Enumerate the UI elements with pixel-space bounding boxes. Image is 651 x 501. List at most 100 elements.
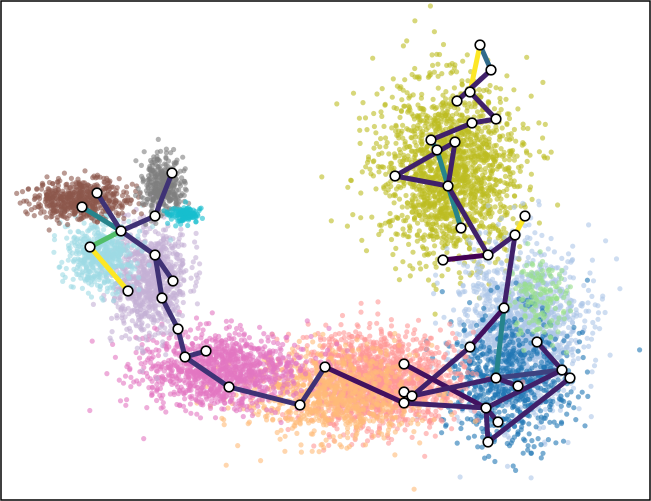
cell-point <box>536 120 542 126</box>
cell-point <box>400 162 406 168</box>
cell-point <box>364 127 370 133</box>
cell-point <box>466 245 473 252</box>
cell-point <box>496 137 502 143</box>
cell-point <box>400 226 406 232</box>
cell-point <box>410 266 416 272</box>
cell-point <box>359 237 365 243</box>
cell-point <box>581 282 587 289</box>
cell-point <box>432 243 438 249</box>
cell-point <box>420 128 426 135</box>
cell-point <box>334 101 340 107</box>
cell-point <box>537 364 544 370</box>
cell-point <box>485 225 491 231</box>
cell-point <box>504 73 510 79</box>
cell-point <box>467 358 473 364</box>
cell-point <box>425 277 432 283</box>
cell-point <box>418 166 424 172</box>
cell-point <box>522 223 528 229</box>
cell-point <box>514 407 521 414</box>
cell-point <box>508 440 514 446</box>
cell-point <box>499 260 505 267</box>
cell-point <box>393 122 399 128</box>
cell-point <box>593 357 599 363</box>
cell-point <box>524 54 530 60</box>
cell-point <box>595 303 601 309</box>
cell-point <box>461 308 467 314</box>
cell-point <box>509 281 515 287</box>
cell-point <box>436 124 442 130</box>
cell-point <box>381 123 387 129</box>
cell-point <box>541 252 548 258</box>
cell-point <box>548 235 554 242</box>
cell-point <box>345 184 351 190</box>
cell-point <box>482 166 489 172</box>
cell-point <box>483 229 489 236</box>
cell-point <box>455 106 461 112</box>
cell-point <box>516 361 523 367</box>
cell-point <box>451 219 457 225</box>
cell-point <box>433 286 439 292</box>
cell-point <box>401 218 407 224</box>
cell-point <box>387 210 393 217</box>
cell-point <box>492 458 498 465</box>
cell-point <box>418 139 424 145</box>
cell-point <box>436 191 442 198</box>
cell-point <box>429 52 435 58</box>
cell-point <box>453 111 459 117</box>
cell-point <box>432 311 438 317</box>
cell-point <box>373 186 379 192</box>
cell-point <box>419 91 425 97</box>
cell-point <box>404 38 410 44</box>
cell-point <box>418 95 424 101</box>
cell-point <box>503 96 509 102</box>
cell-point <box>396 196 403 202</box>
cell-point <box>442 201 448 207</box>
cell-point <box>465 78 471 84</box>
cell-point <box>536 149 543 155</box>
cell-point <box>393 214 399 220</box>
cell-point <box>447 62 453 68</box>
cell-point <box>441 314 447 320</box>
cell-point <box>408 181 414 187</box>
cell-point <box>468 155 475 161</box>
cell-point <box>476 393 482 399</box>
cell-point <box>428 225 434 232</box>
cell-point <box>378 109 384 115</box>
cell-point <box>406 241 412 247</box>
cell-point <box>497 208 503 215</box>
cell-point <box>414 113 420 119</box>
cell-point <box>588 414 594 420</box>
cell-point <box>390 76 396 82</box>
cell-point <box>456 332 463 338</box>
cell-point <box>412 18 418 24</box>
cell-point <box>448 237 454 243</box>
cell-point <box>585 300 591 306</box>
cell-point <box>503 166 509 172</box>
cell-point <box>573 307 579 313</box>
cell-point <box>451 243 457 249</box>
cell-point <box>570 275 577 281</box>
cell-point <box>516 255 522 261</box>
cell-point <box>504 120 510 127</box>
cell-point <box>492 391 498 398</box>
cell-point <box>517 250 524 256</box>
cell-point <box>576 330 582 336</box>
cell-point <box>408 128 414 134</box>
cell-point <box>370 173 376 179</box>
cell-point <box>478 352 484 358</box>
cell-point <box>419 217 425 223</box>
cell-point <box>412 215 418 221</box>
cell-point <box>358 190 364 196</box>
cell-point <box>513 467 519 473</box>
cell-point <box>551 380 558 386</box>
cell-point <box>484 87 490 93</box>
cell-point <box>501 270 508 276</box>
cell-point <box>479 413 485 419</box>
cell-point <box>485 203 491 209</box>
cell-point <box>478 220 485 226</box>
cell-point <box>496 292 502 298</box>
cell-point <box>520 341 526 347</box>
cell-point <box>461 328 467 334</box>
cell-point <box>455 289 462 295</box>
cell-point <box>403 192 409 199</box>
